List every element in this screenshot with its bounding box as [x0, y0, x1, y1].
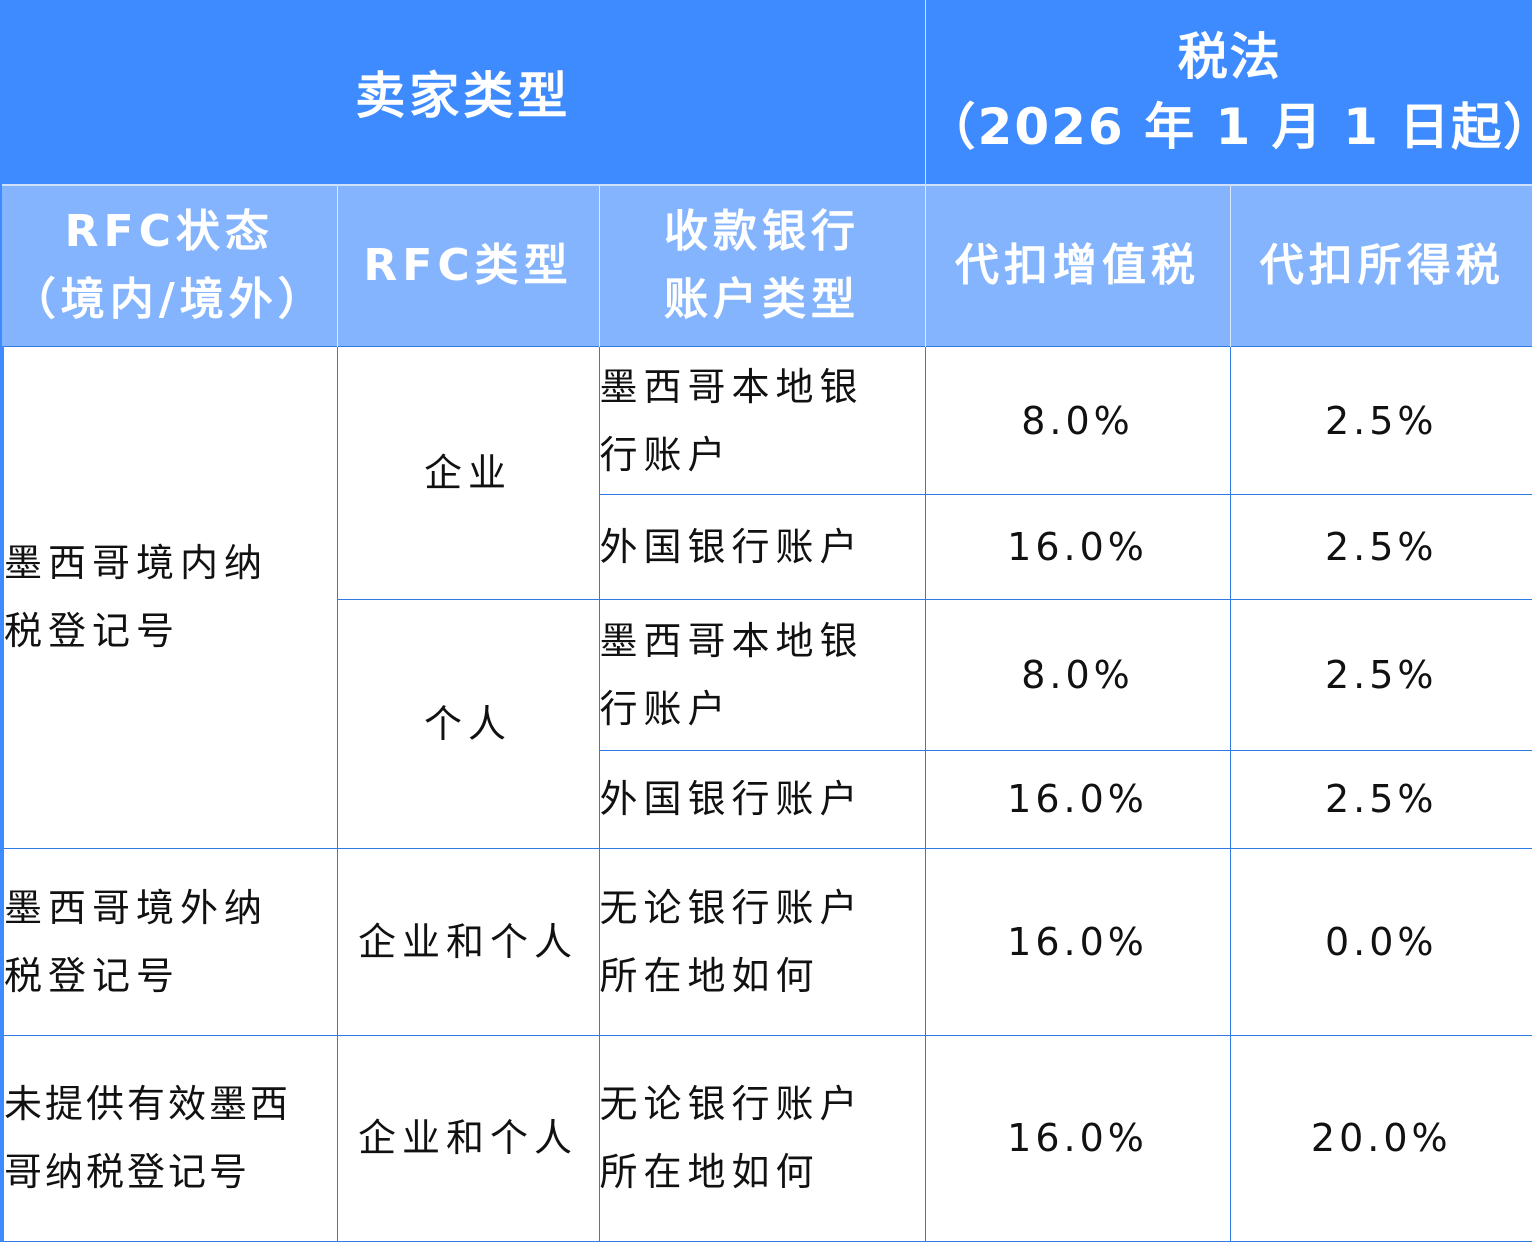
- bank-account-any-line2: 所在地如何: [599, 1150, 820, 1195]
- rfc-status-domestic-line1: 墨西哥境内纳: [4, 541, 269, 586]
- vat-rate: 16.0%: [924, 749, 1231, 849]
- bank-account-local-line1: 墨西哥本地银: [599, 619, 864, 663]
- column-bank-account-line2: 账户类型: [664, 274, 861, 326]
- bank-account-any: 无论银行账户 所在地如何: [598, 1034, 926, 1242]
- income-tax-rate: 2.5%: [1229, 494, 1532, 601]
- vat-rate: 16.0%: [924, 494, 1231, 601]
- header-row-columns: RFC状态 （境内/境外） RFC类型 收款银行 账户类型 代扣增值税 代扣所得…: [2, 185, 1532, 347]
- table-row: 墨西哥境外纳 税登记号 企业和个人 无论银行账户 所在地如何 16.0% 0.0…: [0, 847, 1532, 1036]
- rfc-type-all: 企业和个人: [336, 1034, 600, 1242]
- column-rfc-status: RFC状态 （境内/境外）: [2, 185, 338, 347]
- rfc-status-none-line2: 哥纳税登记号: [4, 1150, 251, 1195]
- column-withholding-vat: 代扣增值税: [925, 185, 1231, 347]
- vat-rate: 8.0%: [924, 599, 1231, 751]
- table-row: 外国银行账户 16.0% 2.5%: [2, 494, 1532, 601]
- rfc-status-foreign: 墨西哥境外纳 税登记号: [0, 847, 338, 1036]
- income-tax-rate: 20.0%: [1229, 1034, 1532, 1242]
- vat-rate: 8.0%: [924, 346, 1231, 496]
- rfc-status-foreign-line2: 税登记号: [4, 953, 181, 998]
- table-row: 个人 墨西哥本地银 行账户 8.0% 2.5%: [2, 599, 1532, 849]
- rfc-type-all: 企业和个人: [336, 847, 600, 1036]
- income-tax-rate: 2.5%: [1229, 599, 1532, 751]
- tax-law-header: 税法 （2026 年 1 月 1 日起）: [925, 0, 1532, 187]
- bank-account-local: 墨西哥本地银 行账户: [598, 599, 926, 751]
- bank-account-any: 无论银行账户 所在地如何: [598, 847, 926, 1036]
- income-tax-rate: 0.0%: [1229, 847, 1532, 1036]
- bank-account-local: 墨西哥本地银 行账户: [598, 346, 926, 496]
- bank-account-foreign: 外国银行账户: [598, 749, 926, 849]
- rfc-type-enterprise: 企业: [336, 346, 600, 601]
- rfc-status-none-line1: 未提供有效墨西: [4, 1082, 292, 1127]
- table-row: 墨西哥境内纳 税登记号 企业 墨西哥本地银 行账户 8.0% 2.5%: [0, 346, 1532, 849]
- vat-rate: 16.0%: [924, 1034, 1231, 1242]
- column-rfc-status-line1: RFC状态: [64, 206, 274, 258]
- rfc-status-domestic-line2: 税登记号: [4, 609, 181, 654]
- bank-account-any-line2: 所在地如何: [599, 953, 820, 998]
- bank-account-any-line1: 无论银行账户: [599, 885, 864, 930]
- header-row-top: 卖家类型 税法 （2026 年 1 月 1 日起）: [2, 0, 1532, 187]
- rfc-type-individual: 个人: [336, 599, 600, 849]
- tax-law-effective-date: （2026 年 1 月 1 日起）: [925, 98, 1532, 157]
- bank-account-local-line1: 墨西哥本地银: [599, 364, 864, 409]
- bank-account-local-line2: 行账户: [599, 687, 732, 731]
- seller-type-header: 卖家类型: [2, 0, 926, 187]
- income-tax-rate: 2.5%: [1229, 346, 1532, 496]
- rfc-status-foreign-line1: 墨西哥境外纳: [4, 885, 269, 930]
- table-row: 外国银行账户 16.0% 2.5%: [2, 749, 1532, 849]
- rfc-status-none: 未提供有效墨西 哥纳税登记号: [0, 1034, 338, 1242]
- rfc-status-domestic: 墨西哥境内纳 税登记号: [0, 346, 338, 849]
- tax-law-title: 税法: [1177, 28, 1282, 87]
- vat-rate: 16.0%: [924, 847, 1231, 1036]
- column-bank-account-type: 收款银行 账户类型: [599, 185, 926, 347]
- column-bank-account-line1: 收款银行: [664, 206, 861, 258]
- column-withholding-income-tax: 代扣所得税: [1230, 185, 1532, 347]
- bank-account-local-line2: 行账户: [599, 432, 732, 477]
- bank-account-foreign: 外国银行账户: [598, 494, 926, 601]
- bank-account-any-line1: 无论银行账户: [599, 1082, 864, 1127]
- table-row: 未提供有效墨西 哥纳税登记号 企业和个人 无论银行账户 所在地如何 16.0% …: [0, 1034, 1532, 1242]
- column-rfc-status-line2: （境内/境外）: [11, 274, 327, 326]
- income-tax-rate: 2.5%: [1229, 749, 1532, 849]
- column-rfc-type: RFC类型: [337, 185, 600, 347]
